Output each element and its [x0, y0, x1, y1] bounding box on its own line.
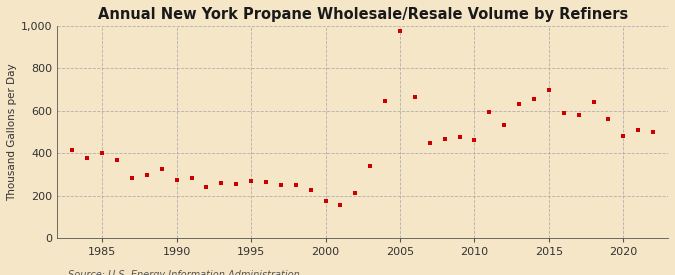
Point: [320, 199, 331, 203]
Point: [380, 99, 391, 103]
Point: [439, 137, 450, 142]
Point: [573, 113, 584, 117]
Point: [67, 148, 78, 152]
Point: [425, 140, 435, 145]
Point: [275, 183, 286, 187]
Point: [618, 134, 629, 138]
Point: [410, 95, 421, 99]
Point: [111, 157, 122, 162]
Point: [395, 29, 406, 33]
Point: [350, 191, 360, 196]
Point: [216, 181, 227, 185]
Point: [633, 128, 644, 132]
Point: [514, 102, 524, 107]
Point: [261, 180, 271, 184]
Point: [529, 97, 539, 101]
Point: [558, 111, 569, 115]
Text: Source: U.S. Energy Information Administration: Source: U.S. Energy Information Administ…: [68, 271, 299, 275]
Point: [97, 151, 107, 155]
Point: [171, 177, 182, 182]
Point: [157, 167, 167, 171]
Point: [246, 178, 256, 183]
Point: [603, 117, 614, 122]
Point: [499, 122, 510, 127]
Point: [142, 173, 153, 178]
Point: [543, 87, 554, 92]
Point: [469, 138, 480, 143]
Point: [484, 110, 495, 114]
Point: [648, 130, 659, 134]
Y-axis label: Thousand Gallons per Day: Thousand Gallons per Day: [7, 63, 17, 201]
Point: [201, 185, 212, 189]
Point: [335, 203, 346, 207]
Point: [454, 135, 465, 139]
Title: Annual New York Propane Wholesale/Resale Volume by Refiners: Annual New York Propane Wholesale/Resale…: [98, 7, 628, 22]
Point: [588, 100, 599, 104]
Point: [231, 182, 242, 186]
Point: [290, 183, 301, 187]
Point: [186, 175, 197, 180]
Point: [364, 164, 375, 168]
Point: [305, 188, 316, 192]
Point: [82, 156, 92, 161]
Point: [126, 175, 137, 180]
